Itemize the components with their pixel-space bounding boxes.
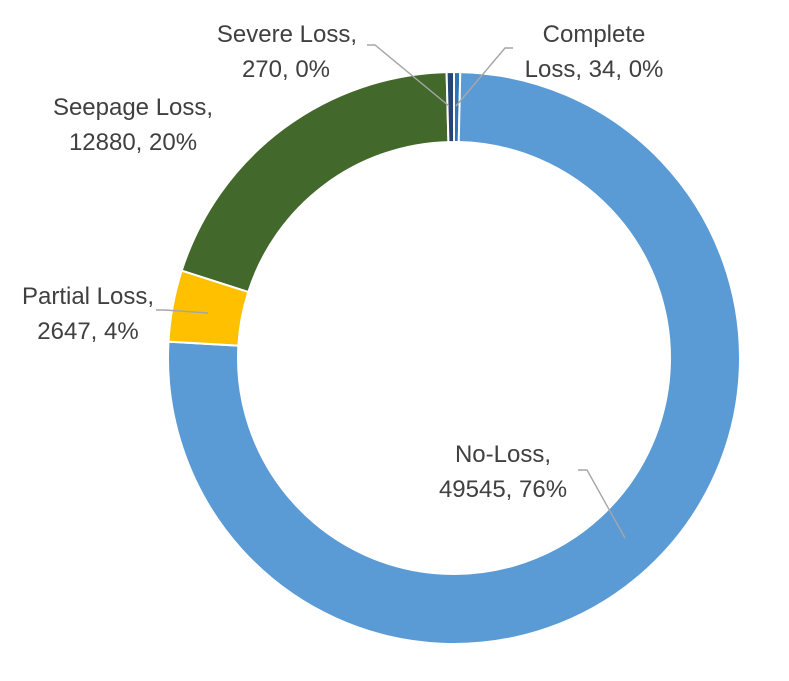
data-label-partial-loss-name: Partial Loss,	[22, 283, 154, 310]
data-label-severe-loss-name: Severe Loss,	[217, 21, 357, 48]
data-label-seepage-loss-name: Seepage Loss,	[53, 94, 213, 121]
data-label-complete-loss-value: Loss, 34, 0%	[525, 56, 664, 83]
donut-slice-no-loss	[167, 71, 741, 645]
data-label-no-loss-value: 49545, 76%	[439, 476, 567, 503]
data-label-severe-loss-value: 270, 0%	[242, 56, 330, 83]
donut-slices	[167, 70, 741, 645]
data-label-complete-loss-name: Complete	[543, 21, 646, 48]
donut-slice-severe-loss	[445, 70, 455, 144]
data-label-partial-loss-value: 2647, 4%	[37, 318, 138, 345]
data-label-seepage-loss-value: 12880, 20%	[69, 129, 197, 156]
leader-line-severe-loss	[367, 44, 450, 107]
data-label-no-loss-name: No-Loss,	[455, 441, 551, 468]
donut-slice-seepage-loss	[180, 71, 450, 294]
leader-line-complete-loss	[455, 47, 513, 107]
leader-line-no-loss	[578, 469, 626, 539]
leader-line-partial-loss	[156, 309, 209, 314]
